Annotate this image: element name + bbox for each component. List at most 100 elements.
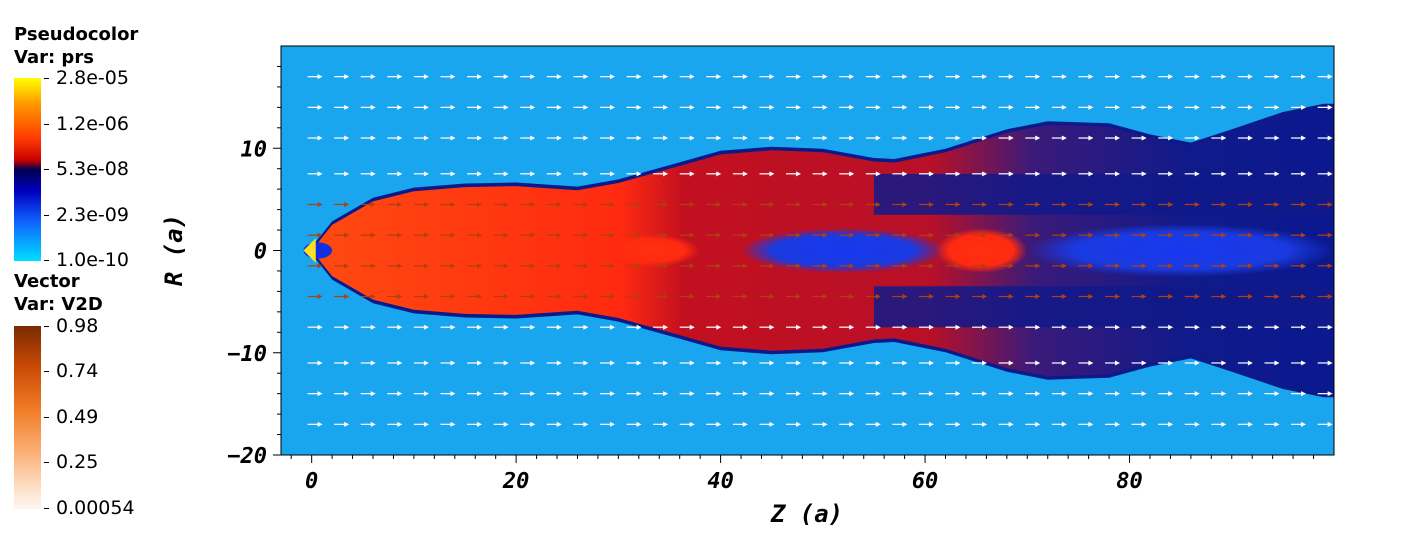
velocity-arrow-head <box>982 232 988 238</box>
velocity-arrow-head <box>955 324 961 330</box>
pseudocolor-legend-var: Var: prs <box>14 47 94 68</box>
velocity-arrow-head <box>1114 135 1120 141</box>
velocity-arrow-head <box>663 232 669 238</box>
velocity-arrow-head <box>583 171 589 177</box>
velocity-arrow-head <box>928 294 934 300</box>
velocity-arrow-head <box>1088 263 1094 269</box>
velocity-arrow-head <box>397 171 403 177</box>
velocity-arrow-head <box>583 294 589 300</box>
x-tick-label: 0 <box>305 469 318 494</box>
velocity-arrow-head <box>689 294 695 300</box>
velocity-arrow-head <box>1141 324 1147 330</box>
velocity-arrow-head <box>689 232 695 238</box>
velocity-arrow-head <box>796 263 802 269</box>
velocity-arrow-head <box>955 391 961 397</box>
velocity-arrow-head <box>1247 391 1253 397</box>
shear-layer <box>873 173 1334 215</box>
velocity-arrow-head <box>344 201 350 207</box>
velocity-arrow-head <box>982 391 988 397</box>
velocity-arrow-head <box>530 135 536 141</box>
velocity-arrow-head <box>1061 232 1067 238</box>
velocity-arrow-head <box>1088 360 1094 366</box>
velocity-arrow-head <box>1061 360 1067 366</box>
velocity-arrow-head <box>530 74 536 80</box>
velocity-arrow-head <box>902 294 908 300</box>
velocity-arrow-head <box>1247 201 1253 207</box>
velocity-arrow-head <box>982 421 988 427</box>
y-tick-label: −20 <box>227 444 267 469</box>
velocity-arrow-head <box>1061 135 1067 141</box>
velocity-arrow-head <box>1141 74 1147 80</box>
velocity-arrow-head <box>1008 294 1014 300</box>
velocity-arrow-head <box>556 263 562 269</box>
velocity-arrow-head <box>1035 104 1041 110</box>
velocity-arrow-head <box>902 324 908 330</box>
velocity-arrow-head <box>955 135 961 141</box>
velocity-arrow-head <box>902 391 908 397</box>
velocity-arrow-head <box>636 171 642 177</box>
velocity-arrow-head <box>1035 360 1041 366</box>
velocity-arrow-head <box>317 294 323 300</box>
velocity-arrow-head <box>822 391 828 397</box>
velocity-arrow-head <box>423 263 429 269</box>
velocity-arrow-head <box>450 201 456 207</box>
velocity-arrow-head <box>1061 324 1067 330</box>
velocity-arrow-head <box>822 324 828 330</box>
velocity-arrow-head <box>636 232 642 238</box>
velocity-arrow-head <box>530 263 536 269</box>
x-tick-label: 20 <box>502 469 530 494</box>
velocity-arrow-head <box>1168 171 1174 177</box>
velocity-arrow-head <box>317 324 323 330</box>
velocity-arrow-head <box>902 360 908 366</box>
velocity-arrow-head <box>423 421 429 427</box>
velocity-arrow-head <box>317 391 323 397</box>
velocity-arrow-head <box>636 263 642 269</box>
velocity-arrow-head <box>583 360 589 366</box>
velocity-arrow-head <box>875 324 881 330</box>
velocity-arrow-head <box>902 171 908 177</box>
velocity-arrow-head <box>1141 135 1147 141</box>
velocity-arrow-head <box>609 232 615 238</box>
velocity-arrow-head <box>317 104 323 110</box>
velocity-arrow-head <box>1327 391 1333 397</box>
velocity-arrow-head <box>450 324 456 330</box>
velocity-arrow-head <box>663 294 669 300</box>
velocity-arrow-head <box>822 74 828 80</box>
velocity-arrow-head <box>609 104 615 110</box>
velocity-arrow-head <box>1061 104 1067 110</box>
velocity-arrow-head <box>503 294 509 300</box>
velocity-arrow-head <box>450 263 456 269</box>
velocity-arrow-head <box>530 324 536 330</box>
velocity-arrow-head <box>1141 104 1147 110</box>
velocity-arrow-head <box>530 104 536 110</box>
velocity-arrow-head <box>477 294 483 300</box>
velocity-arrow-head <box>902 74 908 80</box>
velocity-arrow-head <box>902 104 908 110</box>
velocity-arrow-head <box>503 135 509 141</box>
velocity-arrow-head <box>1247 232 1253 238</box>
velocity-arrow-head <box>1274 171 1280 177</box>
velocity-arrow-head <box>928 201 934 207</box>
velocity-arrow-head <box>849 421 855 427</box>
velocity-arrow-head <box>928 135 934 141</box>
velocity-arrow-head <box>1114 263 1120 269</box>
velocity-arrow-head <box>849 201 855 207</box>
velocity-arrow-head <box>928 104 934 110</box>
velocity-arrow-head <box>609 324 615 330</box>
velocity-arrow-head <box>556 360 562 366</box>
velocity-arrow-head <box>423 201 429 207</box>
velocity-arrow-head <box>716 421 722 427</box>
velocity-arrow-head <box>796 104 802 110</box>
velocity-arrow-head <box>716 391 722 397</box>
velocity-arrow-head <box>583 104 589 110</box>
velocity-arrow-head <box>928 171 934 177</box>
velocity-arrow-head <box>902 421 908 427</box>
velocity-arrow-head <box>1194 360 1200 366</box>
velocity-arrow-head <box>556 171 562 177</box>
velocity-arrow-head <box>1327 171 1333 177</box>
velocity-arrow-head <box>822 294 828 300</box>
velocity-arrow-head <box>1035 294 1041 300</box>
velocity-arrow-head <box>1088 294 1094 300</box>
velocity-arrow-head <box>716 294 722 300</box>
velocity-arrow-head <box>875 201 881 207</box>
